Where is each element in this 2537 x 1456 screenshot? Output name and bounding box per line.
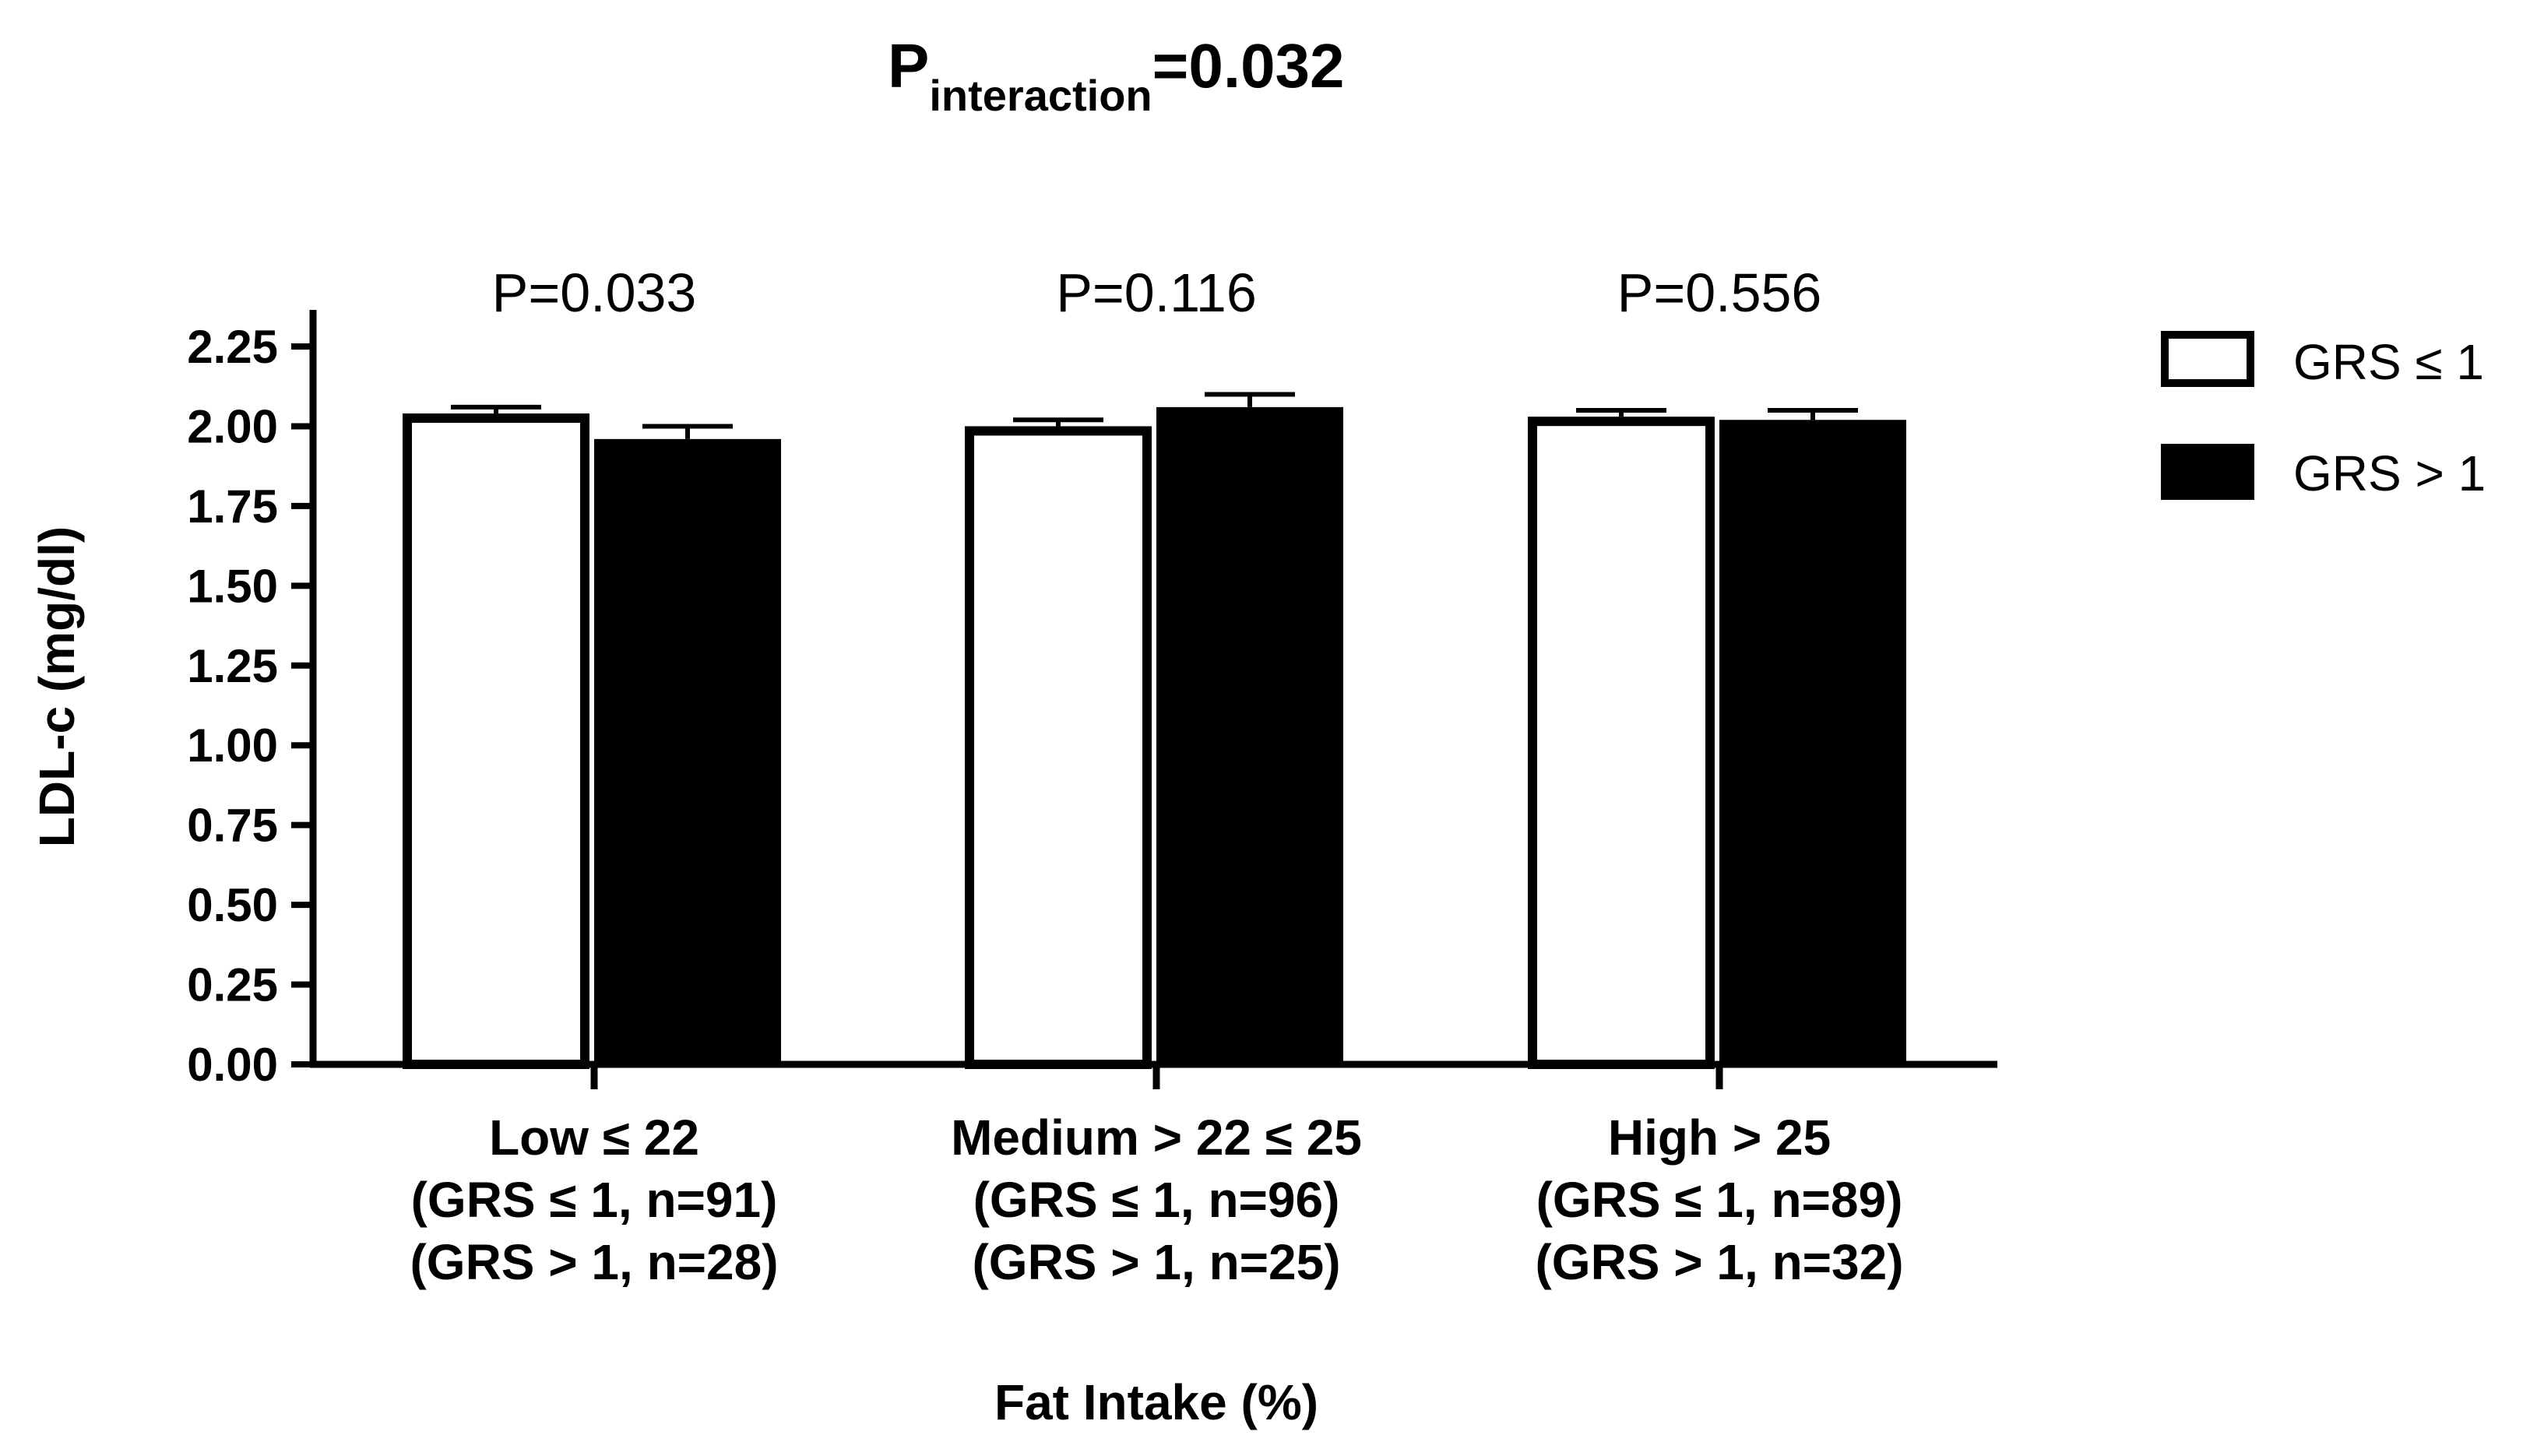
y-tick-label: 1.25 [187,640,278,692]
chart-title: Pinteraction=0.032 [888,31,1345,120]
legend-label-grs-gt-1: GRS > 1 [2293,445,2486,501]
y-tick-label: 0.50 [187,879,278,931]
legend-swatch-grs-gt-1 [2161,444,2254,500]
x-tick-label: Medium > 22 ≤ 25 [951,1110,1362,1166]
y-axis-label: LDL-c (mg/dl) [29,526,85,847]
x-tick-label: (GRS > 1, n=32) [1535,1234,1903,1290]
chart-title-main: P [888,31,929,100]
bar-grs-gt-1 [594,438,781,1064]
legend-label-grs-le-1: GRS ≤ 1 [2293,334,2484,390]
legend-swatch-grs-le-1 [2161,331,2254,387]
legend: GRS ≤ 1 GRS > 1 [2161,331,2486,501]
x-tick-label: (GRS > 1, n=25) [972,1234,1340,1290]
bar-grs-gt-1 [1156,406,1343,1064]
x-tick-label: (GRS ≤ 1, n=89) [1536,1172,1903,1228]
y-tick-label: 1.75 [187,480,278,533]
p-value-label: P=0.556 [1617,262,1822,323]
p-value-label: P=0.033 [492,262,697,323]
bar-grs-le-1 [1528,417,1715,1069]
y-tick-label: 1.50 [187,560,278,612]
y-tick-label: 2.25 [187,321,278,373]
bar-grs-gt-1 [1719,420,1906,1064]
bar-grs-le-1 [403,413,589,1069]
x-tick-label: Low ≤ 22 [489,1110,699,1166]
axes: 0.00 0.25 0.50 0.75 1.00 1.25 1.50 1.75 2.00 2.25 [187,310,1997,1091]
y-tick-label: 0.00 [187,1039,278,1091]
p-value-labels: P=0.033 P=0.116 P=0.556 [492,262,1822,323]
bars [403,392,1906,1069]
y-tick-label: 2.00 [187,400,278,452]
x-tick-label: (GRS ≤ 1, n=96) [973,1172,1340,1228]
x-axis-label: Fat Intake (%) [994,1374,1318,1430]
bar-grs-le-1 [965,426,1152,1069]
chart-title-value: =0.032 [1152,31,1345,100]
p-value-label: P=0.116 [1056,262,1257,323]
x-tick-label: High > 25 [1608,1110,1831,1166]
y-tick-label: 0.75 [187,800,278,852]
x-tick-label: (GRS > 1, n=28) [410,1234,778,1290]
chart-title-subscript: interaction [929,71,1152,120]
x-tick-labels: Low ≤ 22 (GRS ≤ 1, n=91) (GRS > 1, n=28) Me… [410,1110,1903,1290]
y-tick-label: 1.00 [187,719,278,772]
x-tick-label: (GRS ≤ 1, n=91) [411,1172,778,1228]
y-tick-label: 0.25 [187,959,278,1011]
